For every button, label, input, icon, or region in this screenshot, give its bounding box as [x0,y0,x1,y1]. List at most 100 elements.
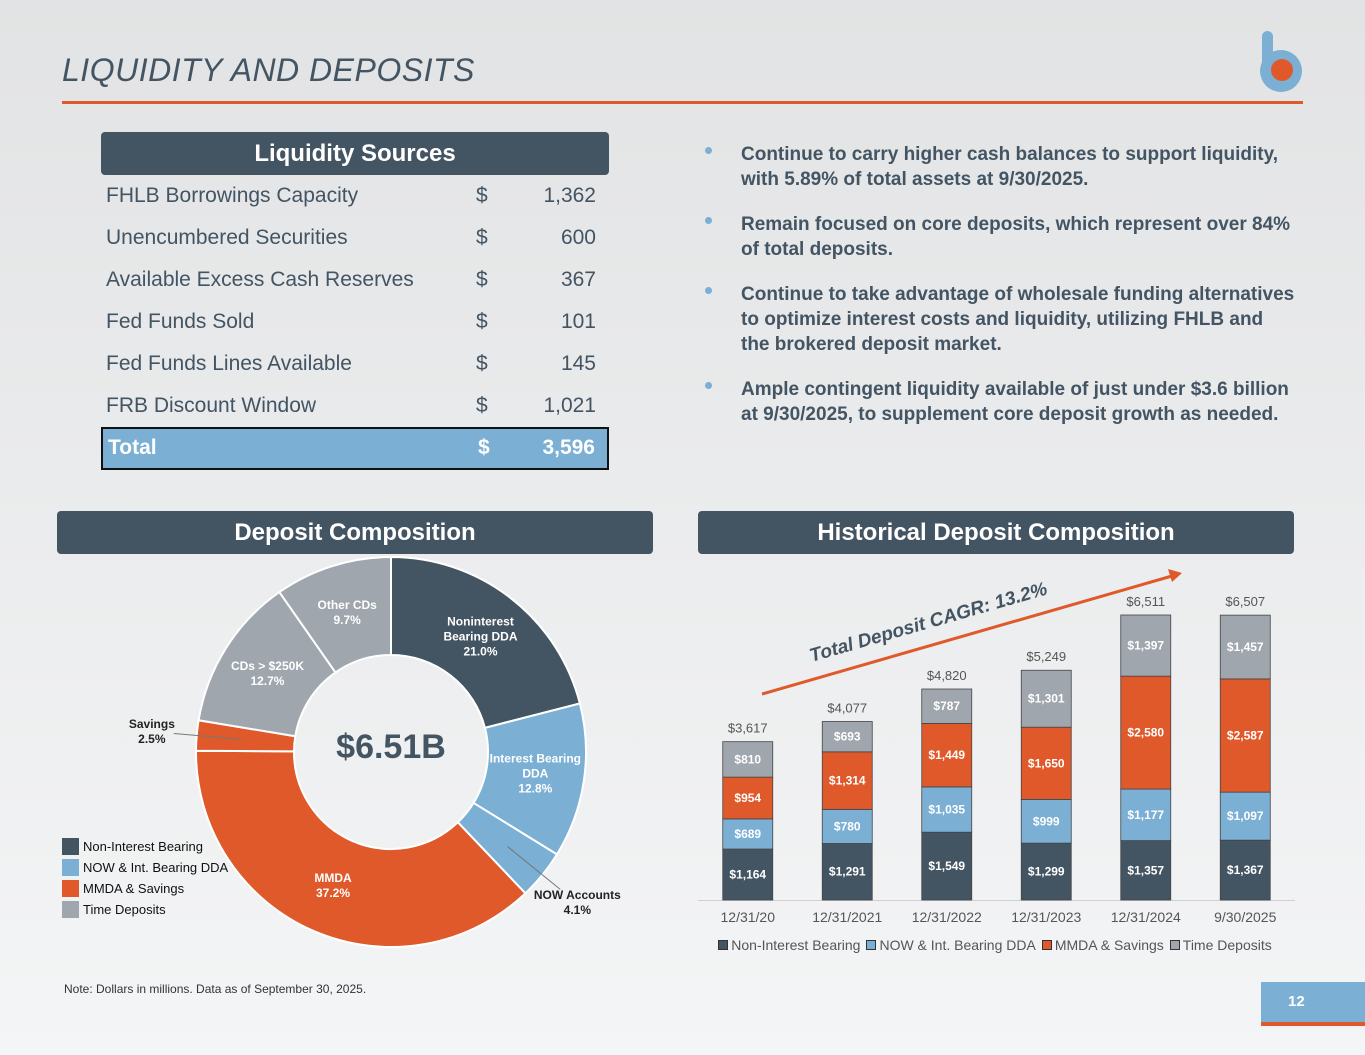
table-row: FHLB Borrowings Capacity $1,362 [101,176,609,218]
data-label: $1,397 [1127,639,1164,653]
table-cell: 101 [560,310,596,333]
legend: Non-Interest Bearing NOW & Int. Bearing D… [62,836,228,920]
leader-line [173,733,242,740]
donut-slice [277,555,392,674]
data-label: $1,314 [829,774,866,788]
legend-item: MMDA & Savings [1041,937,1164,953]
slice-value: 4.1% [563,903,592,918]
bar-segment [1020,799,1072,844]
table-cell: FHLB Borrowings Capacity [106,184,359,207]
slice-value: 21.0% [463,644,498,659]
table-cell: $ [476,394,488,417]
slice-label: NOW Accounts 4.1% [527,888,627,918]
slice-name: Noninterest Bearing DDA [443,614,518,644]
table-cell: $ [478,436,490,459]
cagr-arrow [761,574,1173,696]
bar-segment [1020,726,1072,800]
legend-swatch [1041,940,1052,950]
legend-item: Time Deposits [62,899,228,920]
legend-item: MMDA & Savings [62,878,228,899]
data-label: $1,097 [1227,809,1264,823]
bullet: Continue to carry higher cash balances t… [705,142,1295,192]
data-label: $2,587 [1227,729,1264,743]
bar-segment [1219,791,1271,841]
data-label: $780 [834,819,861,833]
slice-label: Other CDs 9.7% [297,598,397,628]
table-cell: 367 [560,268,596,291]
cagr-arrowhead [1168,569,1182,582]
logo [1260,31,1302,92]
data-label: $954 [734,791,761,805]
bar-segment [1219,678,1271,793]
slice-label: Savings 2.5% [102,717,202,747]
data-label: $693 [834,730,861,744]
table-row: Fed Funds Sold $101 [101,302,609,344]
data-label: $1,367 [1227,863,1264,877]
data-label: $999 [1033,814,1060,828]
legend-label: Non-Interest Bearing [83,839,203,854]
data-label: $1,650 [1028,756,1065,770]
table-cell: Fed Funds Sold [106,310,255,333]
legend-item: Non-Interest Bearing [718,937,860,953]
bar-segment [821,721,873,753]
slice-name: MMDA [314,870,352,885]
bar-segment [921,688,973,724]
legend-label: NOW & Int. Bearing DDA [879,937,1036,953]
legend-item: NOW & Int. Bearing DDA [866,937,1036,953]
data-label: $1,457 [1227,640,1264,654]
table-cell: FRB Discount Window [106,394,317,417]
legend-item: Time Deposits [1169,937,1272,953]
table-cell: Fed Funds Lines Available [106,352,352,375]
table-cell: $ [476,184,488,207]
title-rule [62,101,1303,104]
slice-name: Savings [128,716,175,731]
data-label: $1,449 [928,748,965,762]
table-cell: 145 [560,352,596,375]
legend-label: Time Deposits [1182,937,1272,953]
donut-center-label: $6.51B [336,728,446,766]
slice-label: MMDA 37.2% [283,871,383,901]
table-total-row: Total $3,596 [101,427,609,470]
data-label: $787 [933,699,960,713]
total-label: $6,511 [1126,594,1165,609]
x-tick-label: 12/31/2021 [812,909,882,925]
legend-swatch [62,859,79,876]
bar-segment [1120,675,1172,790]
leader-line [507,846,561,890]
table-cell: Unencumbered Securities [106,226,348,249]
table-row: Available Excess Cash Reserves $367 [101,260,609,302]
bullet: Remain focused on core deposits, which r… [705,212,1295,262]
legend-label: Non-Interest Bearing [731,937,861,953]
table-cell: 600 [560,226,596,249]
legend-item: Non-Interest Bearing [62,836,228,857]
data-label: $689 [734,827,761,841]
bullet-list: Continue to carry higher cash balances t… [705,142,1295,447]
legend-label: MMDA & Savings [1054,937,1164,953]
legend-label: Time Deposits [83,902,166,917]
bar-segment [1020,842,1072,901]
bar-segment [921,786,973,833]
data-label: $1,164 [729,868,766,882]
donut-slice [390,555,582,730]
slice-label: CDs > $250K 12.7% [217,659,317,689]
data-label: $1,357 [1127,863,1164,877]
legend-swatch [62,838,79,855]
chart-title: Historical Deposit Composition [698,511,1294,554]
table-row: Unencumbered Securities $600 [101,218,609,260]
bar-segment [722,848,774,901]
slice-value: 12.7% [250,674,285,689]
table-cell: $ [476,352,488,375]
x-tick-label: 12/31/2023 [1011,909,1081,925]
donut-slice [195,749,527,948]
slice-name: CDs > $250K [230,659,304,674]
data-label: $1,291 [829,865,866,879]
table-cell: 1,021 [543,394,596,417]
total-label: $4,820 [927,668,967,683]
data-label: $2,580 [1127,726,1164,740]
bar-segment [722,818,774,850]
slice-value: 9.7% [333,612,361,627]
data-label: $1,177 [1127,808,1164,822]
bullet: Continue to take advantage of wholesale … [705,282,1295,357]
legend: Non-Interest Bearing NOW & Int. Bearing D… [698,937,1298,953]
